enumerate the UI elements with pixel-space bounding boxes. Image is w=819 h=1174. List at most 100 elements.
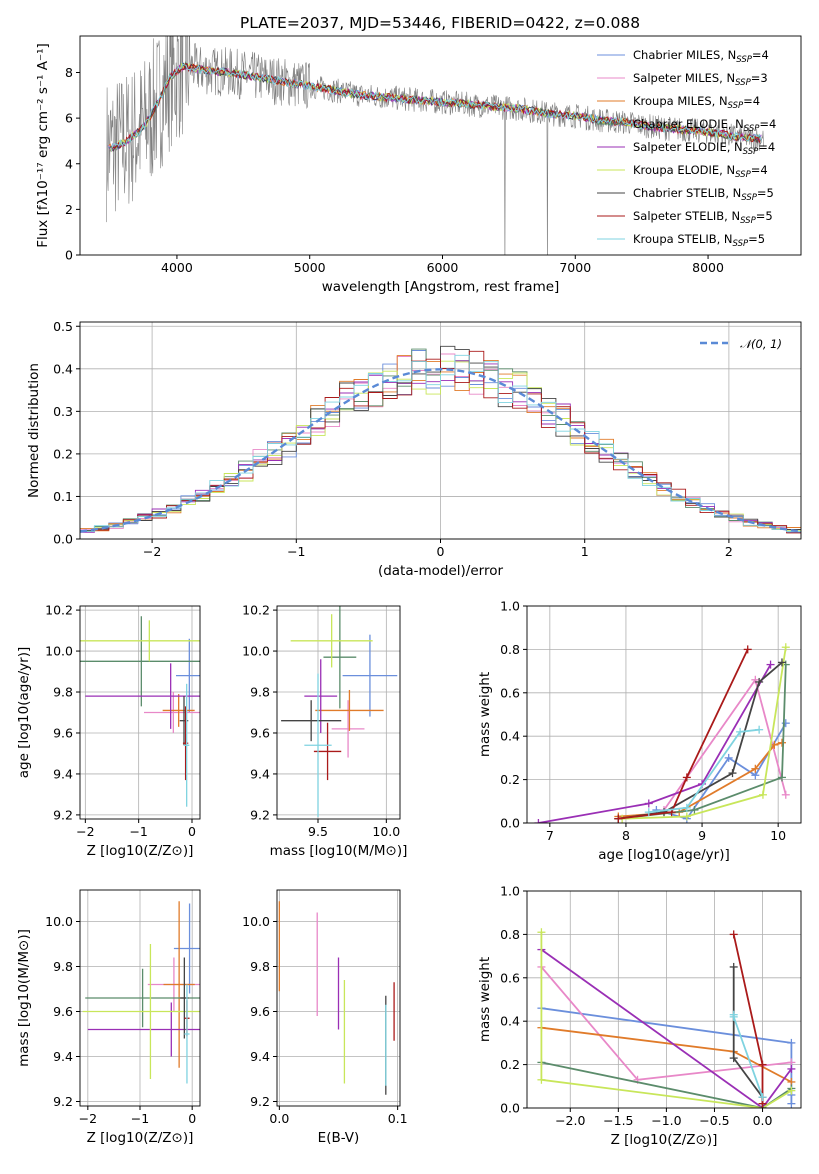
y-tick-label: 0.0 <box>500 1101 520 1116</box>
y-tick-label: 9.2 <box>53 1094 73 1109</box>
x-tick-label: −0.5 <box>699 1113 729 1128</box>
y-tick-label: 8 <box>65 65 73 80</box>
x-tick-label: −2.0 <box>555 1113 585 1128</box>
y-tick-label: 0.5 <box>53 319 73 334</box>
legend-label-chabrier-miles: Chabrier MILES, NSSP=4 <box>633 48 769 65</box>
axes-frame <box>79 605 201 820</box>
series-marker-salpeter-miles <box>781 790 790 799</box>
legend-label-salpeter-elodie: Salpeter ELODIE, NSSP=4 <box>633 140 775 157</box>
x-tick-label: −2 <box>76 824 94 839</box>
y-tick-label: 10.2 <box>242 603 270 618</box>
histogram-salpeter-stelib <box>80 350 801 534</box>
y-tick-label: 0.4 <box>53 361 73 376</box>
y-tick-label: 9.2 <box>250 807 270 822</box>
series-marker-chabrier-miles <box>787 1099 796 1108</box>
x-tick-label: 0 <box>188 1111 196 1126</box>
axes-frame <box>526 890 802 1109</box>
plot-area-mass_vs_Z <box>82 901 200 1084</box>
data-spectrum-line <box>106 36 764 255</box>
plot-area-residuals <box>80 345 801 534</box>
series-line-kroupa-elodie <box>622 647 787 820</box>
axes-frame <box>79 35 802 256</box>
y-tick-label: 0.8 <box>500 642 520 657</box>
x-tick-label: 5000 <box>294 260 326 275</box>
y-tick-label: 0.0 <box>53 532 73 547</box>
x-tick-label: −1 <box>131 1111 149 1126</box>
legend-label-chabrier-elodie: Chabrier ELODIE, NSSP=4 <box>633 117 776 134</box>
series-line-kroupa-elodie <box>540 932 792 1108</box>
y-tick-label: 0.3 <box>53 404 73 419</box>
x-tick-label: 1 <box>581 544 589 559</box>
legend-label-chabrier-stelib: Chabrier STELIB, NSSP=5 <box>633 186 774 203</box>
series-marker-chabrier-elodie <box>777 773 786 782</box>
x-tick-label: 8 <box>622 828 630 843</box>
y-tick-label: 0.8 <box>500 927 520 942</box>
series-marker-salpeter-elodie <box>534 819 543 823</box>
point-chabrier-stelib <box>281 700 342 742</box>
x-tick-label: 7 <box>546 828 554 843</box>
series-marker-salpeter-elodie <box>644 799 653 808</box>
y-tick-label: 0.4 <box>500 729 520 744</box>
series-marker-chabrier-stelib <box>728 769 737 778</box>
y-axis-label: age [log10(age/yr)] <box>16 647 32 779</box>
plot-area-mass_weight_vs_Z <box>537 928 796 1108</box>
y-tick-label: 0.2 <box>500 772 520 787</box>
series-marker-chabrier-miles <box>724 753 733 762</box>
series-line-chabrier-elodie <box>541 1061 792 1108</box>
point-kroupa-elodie <box>82 944 200 1079</box>
panel-mass_vs_Z: −2 −1 0 9.2 9.4 9.6 9.8 10.0 Z [log10(Z/Z⊙)] mass… <box>16 889 201 1146</box>
point-kroupa-miles <box>315 689 384 731</box>
x-tick-label: 2 <box>725 544 733 559</box>
y-tick-label: 10.0 <box>45 644 73 659</box>
normal-distribution-curve <box>80 368 801 533</box>
panel-age_vs_mass: 9.5 10.0 9.2 9.4 9.6 9.8 10.0 10.2 mass [log10(M… <box>242 603 407 859</box>
series-marker-kroupa-elodie <box>781 643 790 652</box>
x-tick-label: −2 <box>79 1111 97 1126</box>
y-tick-label: 9.2 <box>53 807 73 822</box>
point-salpeter-miles <box>144 692 200 733</box>
plot-area-spectrum <box>106 36 764 255</box>
y-tick-label: 10.2 <box>45 603 73 618</box>
y-tick-label: 9.8 <box>250 685 270 700</box>
y-tick-label: 4 <box>65 156 73 171</box>
series-marker-salpeter-stelib <box>729 930 738 939</box>
series-marker-chabrier-miles <box>787 1038 796 1047</box>
series-marker-kroupa-elodie <box>537 928 546 937</box>
x-axis-label: mass [log10(M/M⊙)] <box>270 843 408 859</box>
series-marker-kroupa-miles <box>770 740 779 749</box>
panel-mass_weight_vs_age: 7 8 9 10 0.0 0.2 0.4 0.6 0.8 1.0 age [log10(age/yr… <box>477 599 802 863</box>
series-marker-chabrier-elodie <box>690 805 699 814</box>
y-tick-label: 0.0 <box>500 816 520 831</box>
x-tick-label: 10.0 <box>372 824 400 839</box>
x-axis-label: age [log10(age/yr)] <box>598 847 730 863</box>
x-tick-label: −1.0 <box>651 1113 681 1128</box>
series-marker-kroupa-stelib <box>758 1093 767 1102</box>
series-marker-kroupa-stelib <box>682 803 691 812</box>
y-tick-label: 9.4 <box>250 766 270 781</box>
series-marker-chabrier-stelib <box>777 658 786 667</box>
series-marker-salpeter-elodie <box>787 1064 796 1073</box>
series-line-salpeter-stelib <box>618 649 749 820</box>
point-kroupa-miles <box>163 901 195 1068</box>
x-axis-label: Z [log10(Z/Z⊙)] <box>87 1130 194 1146</box>
x-tick-label: 9 <box>698 828 706 843</box>
series-marker-kroupa-miles <box>751 764 760 773</box>
series-marker-chabrier-stelib <box>755 677 764 686</box>
x-tick-label: −1 <box>287 544 305 559</box>
y-tick-label: 9.6 <box>53 725 73 740</box>
series-marker-chabrier-stelib <box>729 1054 738 1063</box>
x-axis-label: (data-model)/error <box>378 563 504 579</box>
x-tick-label: 10 <box>770 828 786 843</box>
series-marker-salpeter-stelib <box>682 773 691 782</box>
figure-title: PLATE=2037, MJD=53446, FIBERID=0422, z=0… <box>240 14 640 32</box>
y-tick-label: 0.6 <box>500 970 520 985</box>
legend-label-salpeter-miles: Salpeter MILES, NSSP=3 <box>633 71 768 88</box>
point-kroupa-stelib <box>304 673 332 817</box>
y-tick-label: 9.6 <box>53 1004 73 1019</box>
y-axis-label: mass weight <box>477 957 493 1042</box>
series-line-salpeter-elodie <box>540 948 793 1108</box>
series-marker-kroupa-stelib <box>644 808 653 817</box>
x-tick-label: 4000 <box>161 260 193 275</box>
x-tick-label: 9.5 <box>308 824 328 839</box>
point-kroupa-elodie <box>80 620 200 662</box>
